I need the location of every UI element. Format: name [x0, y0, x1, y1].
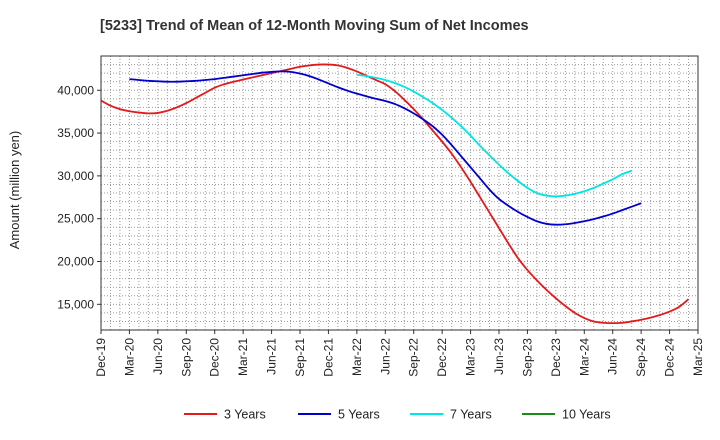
x-tick-label: Jun-21	[265, 338, 279, 375]
legend: 3 Years 5 Years 7 Years 10 Years	[184, 408, 611, 422]
x-tick-label: Sep-24	[634, 338, 648, 377]
x-tick-label: Sep-23	[520, 338, 534, 377]
x-tick-label: Mar-20	[122, 338, 136, 376]
y-tick-label: 35,000	[57, 126, 94, 140]
legend-label: 5 Years	[338, 408, 380, 422]
x-tick-label: Jun-20	[151, 338, 165, 375]
chart-title: [5233] Trend of Mean of 12-Month Moving …	[100, 18, 529, 34]
x-tick-label: Dec-21	[321, 338, 335, 377]
grid-lines	[101, 56, 698, 330]
x-tick-label: Jun-22	[378, 338, 392, 375]
y-tick-label: 25,000	[57, 212, 94, 226]
y-axis-ticks: 15,000 20,000 25,000 30,000 35,000 40,000	[57, 83, 101, 311]
x-tick-label: Sep-20	[179, 338, 193, 377]
x-tick-label: Dec-19	[94, 338, 108, 377]
x-tick-label: Dec-24	[663, 338, 677, 377]
legend-label: 3 Years	[224, 408, 266, 422]
y-tick-label: 30,000	[57, 169, 94, 183]
x-tick-label: Jun-23	[492, 338, 506, 375]
x-tick-label: Dec-23	[549, 338, 563, 377]
series-line-3-years	[100, 63, 690, 325]
x-tick-label: Dec-22	[435, 338, 449, 377]
series-lines	[100, 63, 690, 325]
x-tick-label: Mar-25	[691, 338, 705, 376]
x-tick-label: Sep-22	[407, 338, 421, 377]
plot-area-frame	[100, 55, 699, 331]
y-tick-label: 15,000	[57, 297, 94, 311]
legend-label: 7 Years	[450, 408, 492, 422]
x-tick-label: Mar-24	[577, 338, 591, 376]
x-tick-label: Jun-24	[606, 338, 620, 375]
x-tick-label: Dec-20	[208, 338, 222, 377]
legend-label: 10 Years	[562, 408, 611, 422]
x-tick-label: Mar-21	[236, 338, 250, 376]
x-tick-label: Sep-21	[293, 338, 307, 377]
x-tick-label: Mar-23	[464, 338, 478, 376]
y-tick-label: 20,000	[57, 255, 94, 269]
series-line-5-years	[129, 70, 642, 226]
series-line-7-years	[356, 73, 632, 198]
y-axis-label: Amount (million yen)	[7, 131, 22, 250]
x-tick-label: Mar-22	[350, 338, 364, 376]
y-tick-label: 40,000	[57, 83, 94, 97]
x-axis-ticks: Dec-19 Mar-20 Jun-20 Sep-20 Dec-20 Mar-21 Jun-…	[94, 330, 705, 377]
